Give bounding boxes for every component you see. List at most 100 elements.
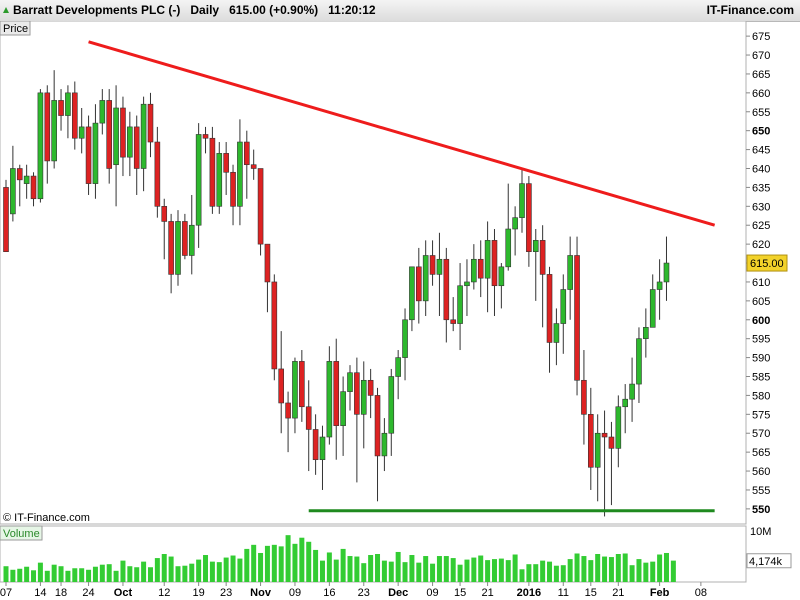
last-volume-marker bbox=[746, 553, 792, 569]
candle bbox=[285, 391, 291, 453]
candle bbox=[106, 89, 112, 184]
price-tick-label: 645 bbox=[752, 145, 770, 157]
candle bbox=[250, 149, 257, 180]
candle bbox=[154, 126, 161, 218]
volume-bar bbox=[485, 560, 491, 582]
candle bbox=[10, 145, 16, 222]
candle-body bbox=[230, 171, 236, 207]
volume-bar bbox=[216, 562, 222, 582]
candles bbox=[3, 70, 670, 517]
time-tick-label: Nov bbox=[250, 587, 272, 599]
time-tick-label: 09 bbox=[289, 587, 301, 599]
candle bbox=[305, 380, 312, 472]
annotation-lines bbox=[88, 40, 716, 513]
candle-body bbox=[388, 376, 395, 434]
candle bbox=[409, 266, 415, 332]
candle bbox=[202, 126, 209, 154]
volume-bar bbox=[264, 545, 270, 582]
candle bbox=[443, 247, 450, 343]
candle bbox=[594, 414, 601, 502]
volume-bar bbox=[636, 559, 642, 582]
candle bbox=[574, 236, 580, 396]
price-tick-label: 590 bbox=[752, 353, 770, 365]
candle-body bbox=[457, 285, 463, 324]
brand-label: IT-Finance.com bbox=[706, 3, 794, 17]
volume-bar bbox=[134, 567, 140, 582]
price-tick-label: 555 bbox=[752, 485, 770, 497]
candle bbox=[601, 410, 608, 517]
title-left: Barratt Developments PLC (-) Daily 615.0… bbox=[13, 0, 376, 21]
candle-body bbox=[10, 168, 16, 215]
candle bbox=[615, 395, 622, 468]
volume-bar bbox=[409, 555, 415, 582]
volume-bar bbox=[430, 563, 436, 582]
candle-body bbox=[601, 432, 608, 438]
volume-axis: 10M 4,174k bbox=[746, 526, 792, 569]
volume-bar bbox=[388, 561, 394, 582]
candle bbox=[195, 123, 202, 248]
candle-body bbox=[526, 183, 532, 252]
volume-bar bbox=[416, 562, 422, 582]
price-axis: 550 555 560 565 570 575 580 585 590 595 600 605 610 6… bbox=[746, 31, 788, 516]
volume-bar bbox=[478, 555, 484, 582]
candle-body bbox=[539, 240, 546, 275]
candle bbox=[656, 259, 663, 320]
candle-body bbox=[78, 126, 85, 139]
volume-bar bbox=[147, 567, 153, 582]
volume-bar bbox=[106, 564, 112, 582]
candle bbox=[278, 331, 285, 434]
volume-bar bbox=[491, 559, 497, 582]
price-tick-label: 670 bbox=[752, 50, 770, 62]
volume-bar bbox=[498, 558, 504, 582]
candle bbox=[587, 387, 594, 490]
volume-bar bbox=[258, 552, 264, 582]
price-tick-label: 665 bbox=[752, 69, 770, 81]
candle bbox=[16, 164, 23, 207]
volume-bar bbox=[72, 568, 78, 582]
candle-body bbox=[285, 402, 291, 419]
time-tick-label: Oct bbox=[114, 587, 133, 599]
candle bbox=[354, 357, 360, 483]
candlestick-chart[interactable]: Price © IT-Finance.com Volume 5505555605… bbox=[0, 21, 800, 600]
price-tick-label: 585 bbox=[752, 372, 770, 384]
candle bbox=[553, 308, 560, 366]
candle bbox=[663, 236, 670, 301]
candle bbox=[581, 350, 587, 445]
copyright-label: © IT-Finance.com bbox=[3, 512, 90, 524]
candle-body bbox=[395, 357, 401, 377]
candle bbox=[140, 96, 147, 192]
candle bbox=[367, 368, 374, 419]
candle bbox=[264, 243, 271, 313]
volume-bar bbox=[381, 560, 387, 582]
candle bbox=[567, 236, 573, 320]
candle bbox=[216, 142, 223, 214]
candle-body bbox=[649, 289, 656, 328]
volume-panel-tab bbox=[0, 525, 43, 541]
volume-bar bbox=[306, 541, 312, 582]
candle bbox=[175, 210, 181, 286]
candle-body bbox=[450, 319, 457, 324]
time-tick-label: 07 bbox=[0, 587, 12, 599]
time-tick-label: 15 bbox=[585, 587, 597, 599]
volume-bar bbox=[663, 552, 669, 582]
candle bbox=[360, 361, 367, 449]
volume-bar bbox=[223, 557, 229, 582]
candle-body bbox=[216, 153, 223, 207]
price-panel bbox=[0, 21, 747, 525]
candle-body bbox=[292, 361, 298, 419]
candle bbox=[292, 357, 298, 434]
candle bbox=[333, 338, 340, 460]
candle-body bbox=[402, 319, 408, 358]
candle bbox=[491, 229, 498, 316]
candle-body bbox=[367, 379, 374, 396]
candle-body bbox=[340, 391, 346, 426]
volume-bar bbox=[553, 565, 559, 582]
volume-bar bbox=[670, 560, 676, 582]
candle-body bbox=[175, 221, 181, 275]
price-tick-label: 630 bbox=[752, 201, 770, 213]
candle-body bbox=[257, 168, 264, 245]
candle-body bbox=[113, 107, 119, 166]
candle bbox=[340, 376, 346, 456]
candle bbox=[51, 70, 57, 169]
candle-body bbox=[182, 221, 188, 256]
